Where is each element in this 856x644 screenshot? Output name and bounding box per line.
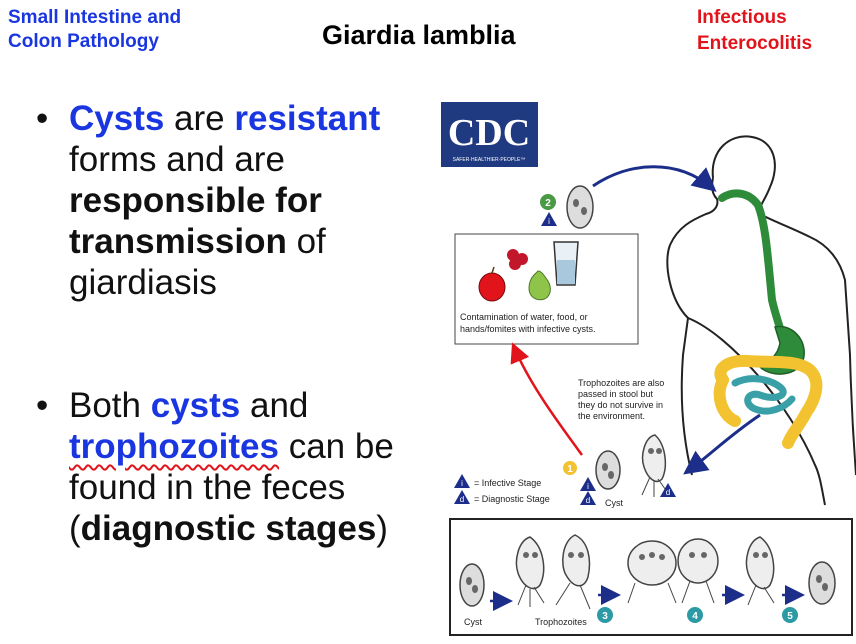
arrow-intestine-to-stool: [683, 413, 761, 475]
text: are: [164, 99, 235, 138]
arrow-cyst-to-environment: [510, 342, 584, 456]
contamination-caption-1: Contamination of water, food, or: [460, 312, 588, 322]
svg-text:d: d: [586, 496, 590, 505]
bullet-dot: •: [36, 99, 49, 138]
step-3-badge: [597, 607, 613, 623]
bottom-cyst-label: Cyst: [464, 617, 482, 627]
colon-icon: [714, 354, 823, 449]
trophozoite-note-2: passed in stool but: [578, 389, 654, 399]
giardia-life-cycle-diagram: CDC SAFER·HEALTHIER·PEOPLE™ 2 i Contami: [441, 102, 856, 636]
text: Both: [69, 386, 151, 425]
pear-icon: [528, 270, 551, 301]
step-5-number: 5: [787, 611, 793, 622]
term-trophozoites: trophozoites: [69, 427, 279, 466]
infective-stage-triangle-icon: i: [541, 212, 557, 226]
term-resistant: resistant: [234, 99, 381, 138]
trophozoites-label: Trophozoites: [535, 617, 587, 627]
trophozoite-icon: [745, 536, 775, 606]
legend: i = Infective Stage d = Diagnostic Stage: [454, 474, 550, 504]
apple-icon: [478, 266, 506, 302]
text: ): [376, 509, 388, 548]
trophozoite-icon: [641, 434, 669, 497]
section-label: Infectious Enterocolitis: [697, 7, 813, 54]
dividing-trophozoite-icon: [627, 540, 677, 604]
trophozoite-note-4: the environment.: [578, 411, 645, 421]
trophozoite-icon: [555, 534, 591, 610]
cyst-icon: [808, 561, 836, 605]
phrase-responsible-transmission: responsible for transmission: [69, 181, 322, 261]
bullet-dot: •: [36, 386, 49, 425]
cdc-logo-tagline: SAFER·HEALTHIER·PEOPLE™: [453, 157, 526, 163]
bullet-list: • Cysts are resistant forms and are respo…: [36, 98, 428, 549]
text: forms and are: [69, 140, 285, 179]
slide-title: Giardia lamblia: [322, 20, 516, 50]
diagnostic-stage-triangle-icon: d: [660, 483, 676, 497]
step-2-number: 2: [545, 198, 551, 209]
text: can be found in the feces (: [69, 427, 394, 548]
term-cysts: cysts: [150, 386, 241, 425]
legend-diagnostic-label: = Diagnostic Stage: [474, 494, 550, 504]
step-1-number: 1: [567, 464, 573, 475]
cyst-icon: [595, 450, 621, 490]
text: and: [240, 386, 309, 425]
trophozoite-note-1: Trophozoites are also: [578, 378, 664, 388]
dividing-trophozoite-icon: [677, 538, 719, 604]
cyst-icon: [566, 185, 594, 229]
step-2-badge: [540, 194, 556, 210]
small-intestine-icon: [731, 375, 796, 415]
step-5-badge: [782, 607, 798, 623]
human-silhouette-icon: [666, 135, 856, 476]
legend-infective-label: = Infective Stage: [474, 478, 541, 488]
cyst-icon: [459, 563, 485, 607]
trophozoite-icon: [515, 536, 545, 607]
term-cysts: Cysts: [69, 99, 165, 138]
cdc-logo-icon: CDC SAFER·HEALTHIER·PEOPLE™: [441, 102, 538, 167]
ascending-colon-icon: [713, 374, 741, 427]
step-3-number: 3: [602, 611, 608, 622]
step-1-badge: [563, 461, 577, 475]
cyst-label: Cyst: [605, 498, 623, 508]
step-4-number: 4: [692, 611, 698, 622]
text: of giardiasis: [69, 222, 326, 302]
legend-mark-infective: i: [461, 479, 463, 488]
raspberries-icon: [507, 249, 528, 270]
diagnostic-stage-triangle-icon: d: [580, 491, 596, 505]
bullet-diagnostic-stages: • Both cysts and trophozoites can be foun…: [36, 385, 428, 549]
esophagus-icon: [718, 189, 786, 339]
trophozoite-note-3: they do not survive in: [578, 400, 663, 410]
left-arm-outline: [687, 317, 826, 506]
course-topic: Small Intestine and Colon Pathology: [8, 7, 182, 52]
bullet-cysts-resistant: • Cysts are resistant forms and are respo…: [36, 98, 428, 303]
svg-text:d: d: [666, 488, 670, 497]
step-4-badge: [687, 607, 703, 623]
water-glass-icon: [553, 241, 579, 286]
arrow-to-mouth: [592, 165, 717, 192]
cdc-logo-text: CDC: [448, 112, 530, 154]
legend-mark-diagnostic: d: [460, 495, 464, 504]
contamination-caption-2: hands/fomites with infective cysts.: [460, 324, 596, 334]
svg-text:i: i: [587, 482, 589, 491]
phrase-diagnostic-stages: diagnostic stages: [80, 509, 377, 548]
svg-text:i: i: [548, 217, 550, 226]
infective-stage-triangle-icon: i: [580, 477, 596, 491]
